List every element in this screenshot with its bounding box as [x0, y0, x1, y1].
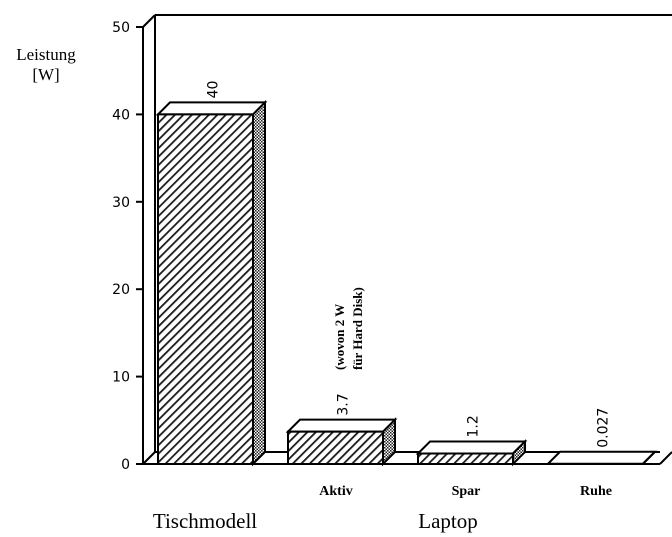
value-label-3: 1.2 [466, 415, 482, 437]
y-tick-label: 40 [112, 107, 130, 123]
y-axis-label-line1: Leistung [16, 45, 76, 64]
y-tick-label: 50 [112, 20, 130, 36]
value-label-4: 0.027 [596, 408, 612, 448]
y-axis-label-line2: [W] [32, 65, 59, 84]
y-tick-label: 10 [112, 370, 130, 386]
y-axis-ticks: 0 10 20 30 40 50 [112, 20, 143, 473]
annotation-line2: für Hard Disk) [350, 287, 365, 370]
depth-right [659, 451, 672, 465]
category-label-spar: Spar [452, 484, 481, 499]
y-tick-label: 0 [121, 457, 130, 473]
value-label-1: 40 [206, 81, 222, 99]
group-label-laptop: Laptop [418, 509, 477, 533]
bars [155, 99, 658, 467]
category-label-aktiv: Aktiv [319, 484, 352, 499]
category-label-ruhe: Ruhe [580, 484, 612, 499]
annotation-line1: (wovon 2 W [332, 304, 347, 370]
value-label-2: 3.7 [336, 393, 352, 415]
bar-3 [415, 439, 528, 467]
depth-bottom [142, 451, 156, 465]
depth-top [142, 14, 156, 28]
value-labels: 40 3.7 1.2 0.027 [206, 81, 612, 448]
y-tick-label: 20 [112, 282, 130, 298]
y-tick-label: 30 [112, 195, 130, 211]
bar-1 [155, 99, 268, 467]
group-label-tischmodell: Tischmodell [153, 509, 257, 533]
bar-2 [285, 417, 398, 467]
bar-4 [545, 450, 658, 465]
